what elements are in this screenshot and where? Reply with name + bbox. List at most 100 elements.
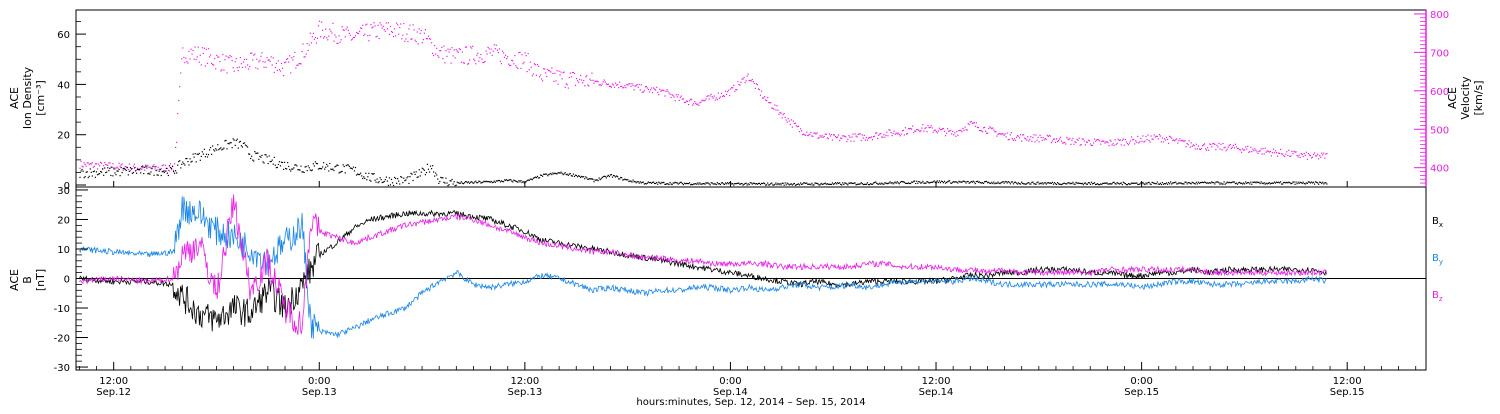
top-right-tick-label: 400 xyxy=(1430,164,1449,175)
density-point xyxy=(401,176,403,179)
velocity-point xyxy=(167,169,170,171)
density-point xyxy=(1016,183,1019,185)
density-point xyxy=(954,181,956,183)
density-point xyxy=(125,169,127,172)
velocity-point xyxy=(1072,137,1074,140)
density-point xyxy=(927,181,929,183)
density-point xyxy=(982,182,985,185)
velocity-point xyxy=(1130,136,1133,138)
density-point xyxy=(753,182,755,184)
density-point xyxy=(158,170,160,172)
density-point xyxy=(799,182,802,184)
density-point xyxy=(1323,183,1325,185)
velocity-point xyxy=(311,36,313,38)
velocity-point xyxy=(1204,148,1207,150)
velocity-point xyxy=(919,130,921,133)
velocity-point xyxy=(409,24,411,26)
density-point xyxy=(1044,182,1046,184)
legend-by-sub: y xyxy=(1439,258,1443,266)
velocity-point xyxy=(336,42,338,44)
velocity-point xyxy=(194,46,196,48)
velocity-point xyxy=(589,78,591,80)
density-point xyxy=(276,166,278,169)
density-point xyxy=(594,179,596,181)
density-point xyxy=(964,181,966,183)
density-point xyxy=(104,167,106,169)
density-point xyxy=(506,179,508,181)
velocity-point xyxy=(1100,143,1102,145)
density-point xyxy=(633,181,635,183)
density-point xyxy=(519,181,521,183)
velocity-point xyxy=(614,82,617,84)
density-point xyxy=(1081,182,1083,185)
velocity-point xyxy=(633,89,635,91)
velocity-point xyxy=(637,86,639,88)
density-point xyxy=(1253,181,1255,183)
by-line xyxy=(79,196,1327,339)
velocity-point xyxy=(478,60,480,62)
velocity-point xyxy=(612,84,615,86)
density-point xyxy=(1030,183,1032,185)
density-point xyxy=(1269,183,1271,185)
velocity-point xyxy=(97,163,100,165)
velocity-point xyxy=(676,96,678,98)
density-point xyxy=(778,183,780,186)
velocity-point xyxy=(755,83,757,85)
density-point xyxy=(1148,181,1150,183)
density-point xyxy=(698,183,700,185)
density-point xyxy=(734,182,736,185)
density-point xyxy=(866,182,869,184)
velocity-point xyxy=(433,54,435,57)
density-point xyxy=(306,169,308,172)
velocity-point xyxy=(463,62,466,64)
density-point xyxy=(881,182,883,184)
density-point xyxy=(359,173,361,176)
density-point xyxy=(837,182,839,184)
density-point xyxy=(571,175,573,177)
density-point xyxy=(570,175,572,177)
density-point xyxy=(192,153,194,155)
velocity-point xyxy=(638,83,640,86)
velocity-point xyxy=(1056,140,1059,143)
velocity-point xyxy=(266,57,268,59)
density-point xyxy=(425,171,428,174)
density-point xyxy=(692,184,694,186)
density-point xyxy=(411,173,413,175)
density-point xyxy=(819,184,821,186)
density-point xyxy=(970,180,972,183)
velocity-point xyxy=(1185,146,1187,148)
density-point xyxy=(911,181,913,183)
density-point xyxy=(426,163,429,165)
velocity-point xyxy=(850,140,852,142)
velocity-point xyxy=(376,35,378,37)
density-point xyxy=(784,182,786,184)
density-point xyxy=(650,182,653,184)
velocity-point xyxy=(93,165,96,167)
density-point xyxy=(212,145,214,147)
velocity-point xyxy=(708,98,710,100)
velocity-point xyxy=(1182,139,1184,142)
velocity-point xyxy=(1176,138,1178,140)
velocity-point xyxy=(1237,147,1240,149)
legend-bx: Bx xyxy=(1432,216,1443,229)
velocity-point xyxy=(1013,138,1016,140)
velocity-point xyxy=(867,137,870,139)
density-point xyxy=(474,181,476,183)
density-point xyxy=(84,175,86,178)
density-point xyxy=(1321,182,1323,185)
velocity-point xyxy=(957,134,959,136)
density-point xyxy=(789,183,791,185)
density-point xyxy=(759,183,762,186)
density-point xyxy=(895,182,897,184)
velocity-point xyxy=(901,130,903,132)
velocity-point xyxy=(297,64,299,66)
velocity-point xyxy=(386,28,388,30)
velocity-point xyxy=(713,95,715,97)
velocity-point xyxy=(342,29,344,31)
density-point xyxy=(939,182,941,184)
density-point xyxy=(1082,184,1084,186)
velocity-point xyxy=(216,54,218,56)
density-point xyxy=(146,166,148,168)
density-point xyxy=(1171,183,1173,185)
density-point xyxy=(1125,183,1128,186)
